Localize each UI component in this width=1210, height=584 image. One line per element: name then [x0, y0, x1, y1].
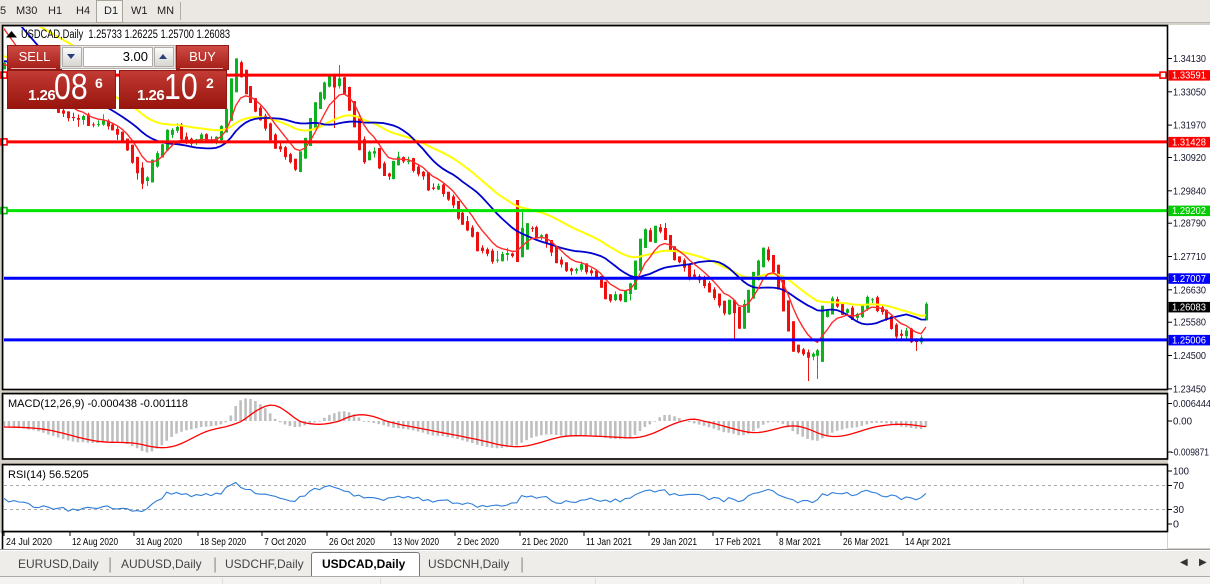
svg-text:18 Sep 2020: 18 Sep 2020 — [200, 536, 246, 548]
svg-text:1.25006: 1.25006 — [1172, 335, 1206, 346]
svg-text:2 Dec 2020: 2 Dec 2020 — [457, 536, 499, 548]
svg-text:1.23450: 1.23450 — [1173, 384, 1206, 395]
svg-text:1.27710: 1.27710 — [1173, 252, 1206, 263]
svg-text:7 Oct 2020: 7 Oct 2020 — [264, 536, 306, 548]
svg-text:70: 70 — [1173, 481, 1184, 492]
svg-text:0.006444: 0.006444 — [1173, 399, 1210, 410]
svg-text:1.29840: 1.29840 — [1173, 186, 1206, 197]
svg-text:1.33050: 1.33050 — [1173, 87, 1206, 98]
svg-text:MACD(12,26,9) -0.000438 -0.001: MACD(12,26,9) -0.000438 -0.001118 — [8, 398, 188, 410]
svg-text:1.30920: 1.30920 — [1173, 153, 1206, 164]
svg-text:26 Oct 2020: 26 Oct 2020 — [329, 536, 375, 548]
svg-text:-0.009871: -0.009871 — [1171, 448, 1209, 459]
svg-text:0: 0 — [1173, 520, 1179, 531]
svg-text:11 Jan 2021: 11 Jan 2021 — [586, 536, 632, 548]
svg-text:1.24500: 1.24500 — [1173, 351, 1206, 362]
svg-text:31 Aug 2020: 31 Aug 2020 — [136, 536, 182, 548]
svg-text:1.28790: 1.28790 — [1173, 219, 1206, 230]
svg-text:1.29202: 1.29202 — [1172, 206, 1206, 217]
svg-text:1.27007: 1.27007 — [1172, 274, 1206, 285]
svg-text:24 Jul 2020: 24 Jul 2020 — [6, 536, 52, 548]
svg-text:17 Feb 2021: 17 Feb 2021 — [715, 536, 761, 548]
svg-text:13 Nov 2020: 13 Nov 2020 — [393, 536, 439, 548]
svg-text:29 Jan 2021: 29 Jan 2021 — [651, 536, 697, 548]
svg-text:21 Dec 2020: 21 Dec 2020 — [522, 536, 568, 548]
svg-text:0.00: 0.00 — [1173, 417, 1192, 428]
svg-text:14 Apr 2021: 14 Apr 2021 — [905, 536, 951, 548]
svg-text:1.31428: 1.31428 — [1172, 137, 1206, 148]
svg-text:100: 100 — [1173, 467, 1189, 478]
svg-text:RSI(14) 56.5205: RSI(14) 56.5205 — [8, 469, 89, 481]
svg-text:26 Mar 2021: 26 Mar 2021 — [843, 536, 889, 548]
svg-text:1.25580: 1.25580 — [1173, 318, 1206, 329]
svg-text:12 Aug 2020: 12 Aug 2020 — [72, 536, 118, 548]
svg-text:1.26630: 1.26630 — [1173, 285, 1206, 296]
svg-text:1.31970: 1.31970 — [1173, 121, 1206, 132]
svg-text:8 Mar 2021: 8 Mar 2021 — [779, 536, 821, 548]
svg-text:1.26083: 1.26083 — [1172, 302, 1206, 313]
svg-text:1.33591: 1.33591 — [1172, 71, 1206, 82]
svg-text:30: 30 — [1173, 505, 1184, 516]
svg-text:1.34130: 1.34130 — [1173, 54, 1206, 65]
svg-text:USDCAD,Daily 1.25733 1.26225: USDCAD,Daily 1.25733 1.26225 1.25700 1.2… — [21, 29, 230, 41]
